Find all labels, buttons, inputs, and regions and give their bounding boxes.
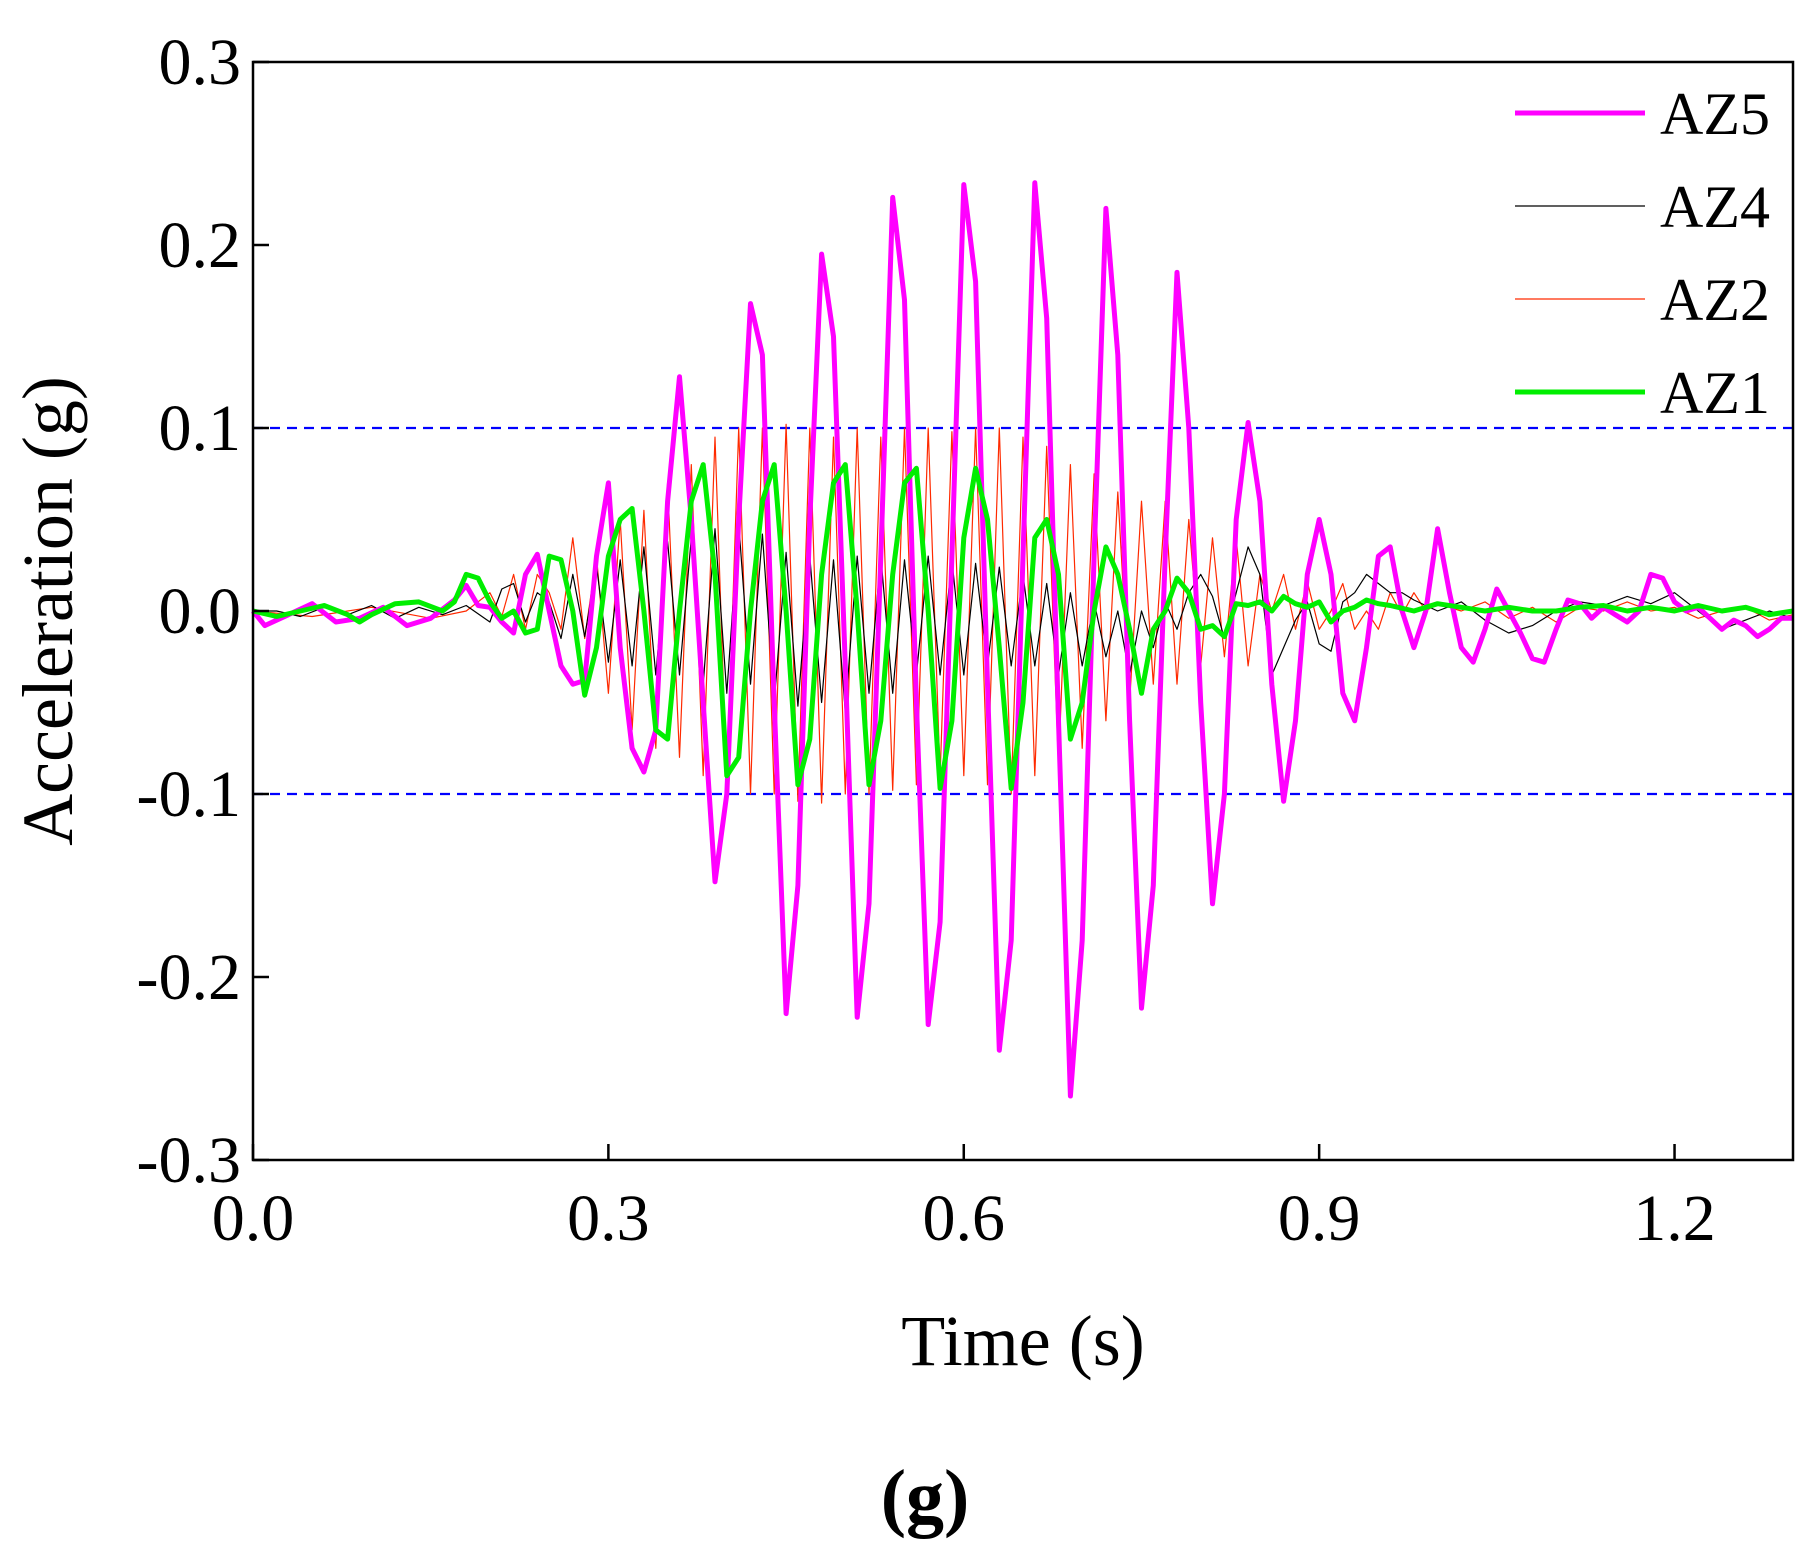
y-tick-label: -0.2 <box>137 941 241 1014</box>
x-tick-label: 1.2 <box>1633 1182 1716 1255</box>
reference-lines <box>253 426 1793 796</box>
legend-label-az1: AZ1 <box>1660 360 1770 426</box>
y-tick-label: 0.1 <box>159 392 242 465</box>
y-axis-ticks: -0.3 -0.2 -0.1 0.0 0.1 0.2 0.3 <box>137 26 269 1197</box>
y-tick-label: 0.0 <box>159 575 242 648</box>
legend-label-az4: AZ4 <box>1660 174 1770 240</box>
series-layer <box>251 180 1794 1099</box>
x-tick-label: 0.0 <box>212 1182 295 1255</box>
y-tick-label: 0.2 <box>159 209 242 282</box>
series-line-az4 <box>253 522 1794 713</box>
x-axis-title: Time (s) <box>901 1301 1144 1381</box>
x-axis-ticks: 0.0 0.3 0.6 0.9 1.2 <box>212 1144 1716 1255</box>
x-tick-label: 0.3 <box>567 1182 650 1255</box>
y-tick-label: 0.3 <box>159 26 242 99</box>
y-tick-label: -0.3 <box>137 1124 241 1197</box>
series-line-az2 <box>252 423 1794 804</box>
legend-label-az5: AZ5 <box>1660 81 1770 147</box>
y-axis-title: Acceleration (g) <box>8 376 88 846</box>
series-line-az5 <box>251 180 1793 1099</box>
x-tick-label: 0.6 <box>923 1182 1006 1255</box>
legend-label-az2: AZ2 <box>1660 267 1770 333</box>
panel-label: (g) <box>881 1455 970 1539</box>
legend: AZ5 AZ4 AZ2 AZ1 <box>1515 81 1770 426</box>
y-tick-label: -0.1 <box>137 758 241 831</box>
x-tick-label: 0.9 <box>1278 1182 1361 1255</box>
series-line-az1 <box>252 462 1794 791</box>
